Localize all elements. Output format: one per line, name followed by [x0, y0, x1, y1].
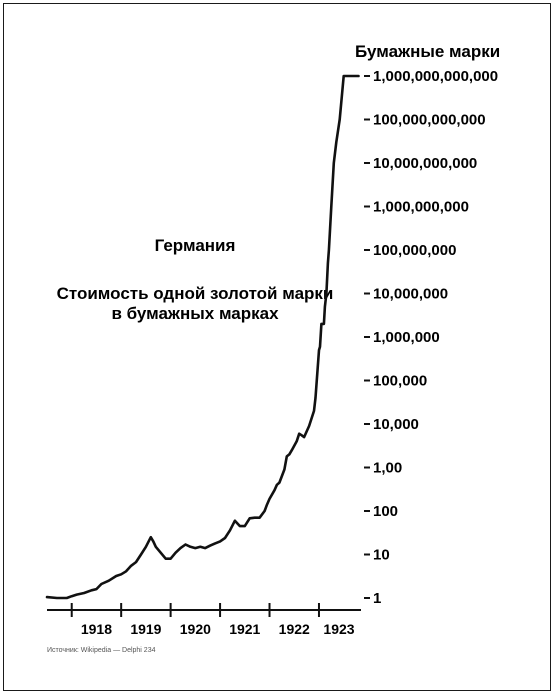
y-tick-label: 10,000 — [373, 416, 419, 433]
y-tick-label: 100,000,000 — [373, 242, 456, 259]
y-tick-label: 1,000,000 — [373, 329, 440, 346]
y-tick-label: 1,00 — [373, 460, 402, 477]
y-tick-label: 10,000,000,000 — [373, 155, 477, 172]
y-tick-label: 1 — [373, 590, 381, 607]
chart-subtitle-line-2: в бумажных марках — [111, 304, 279, 323]
y-tick-label: 1,000,000,000,000 — [373, 68, 498, 85]
chart-frame — [3, 3, 551, 691]
x-tick-label: 1922 — [279, 621, 310, 637]
y-tick-label: 100 — [373, 503, 398, 520]
x-tick-label: 1920 — [180, 621, 211, 637]
x-tick-label: 1923 — [323, 621, 354, 637]
source-note: Источник: Wikipedia — Delphi 234 — [47, 647, 156, 654]
y-axis-title: Бумажные марки — [355, 42, 500, 61]
x-tick-label: 1921 — [229, 621, 260, 637]
y-tick-label: 10,000,000 — [373, 286, 448, 303]
series-line — [45, 74, 360, 600]
y-tick-label: 1,000,000,000 — [373, 199, 469, 216]
chart-subtitle-line-1: Стоимость одной золотой марки — [57, 284, 334, 303]
y-tick-label: 10 — [373, 547, 390, 564]
y-tick-label: 100,000,000,000 — [373, 112, 486, 129]
chart-title: Германия — [155, 236, 236, 255]
x-tick-label: 1919 — [130, 621, 161, 637]
x-tick-label: 1918 — [81, 621, 112, 637]
y-tick-label: 100,000 — [373, 373, 427, 390]
